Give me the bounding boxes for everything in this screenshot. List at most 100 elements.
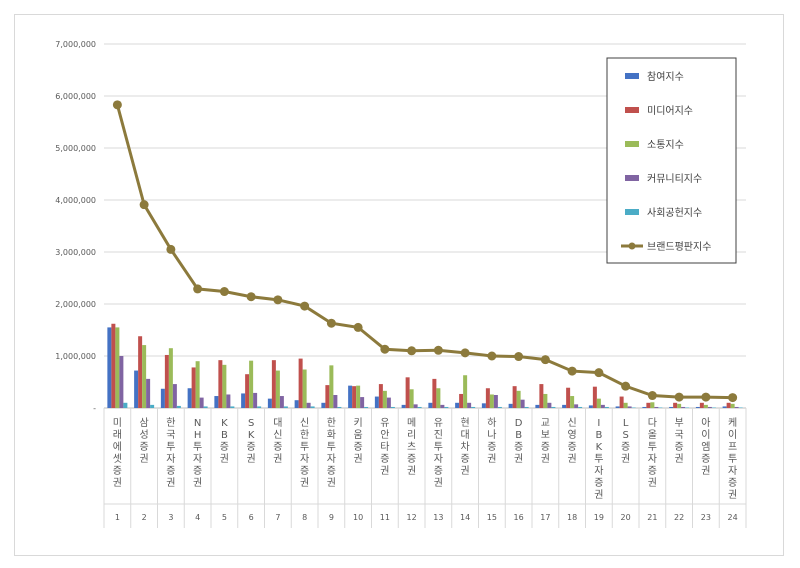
bar — [298, 358, 303, 408]
bar — [348, 385, 353, 408]
bar — [333, 395, 338, 408]
bar — [566, 387, 571, 408]
legend-swatch — [625, 107, 639, 113]
bar — [378, 384, 383, 408]
bar — [524, 406, 529, 408]
bar — [646, 402, 651, 408]
x-rank-label: 20 — [621, 513, 631, 522]
bar — [160, 388, 165, 408]
bar — [654, 406, 659, 408]
bar — [409, 389, 414, 408]
x-rank-label: 15 — [487, 513, 497, 522]
bar — [722, 406, 727, 408]
y-tick-label: 7,000,000 — [55, 40, 96, 49]
bar — [164, 354, 169, 408]
legend-swatch — [625, 209, 639, 215]
bar — [119, 356, 124, 408]
bar — [356, 385, 361, 408]
bar — [107, 327, 112, 408]
bar — [325, 385, 330, 408]
bar — [738, 407, 743, 408]
x-rank-label: 7 — [275, 513, 280, 522]
bar — [428, 402, 433, 408]
bar — [543, 393, 548, 408]
line-point — [621, 381, 631, 391]
bar — [471, 406, 476, 408]
bar — [703, 404, 708, 408]
bar — [337, 406, 342, 408]
line-point — [567, 366, 577, 376]
legend-swatch — [625, 175, 639, 181]
x-rank-label: 11 — [380, 513, 390, 522]
y-tick-label: 3,000,000 — [55, 248, 96, 257]
bar — [386, 397, 391, 408]
line-point — [701, 392, 711, 402]
y-tick-label: 4,000,000 — [55, 196, 96, 205]
bar — [115, 327, 120, 408]
line-point — [380, 344, 390, 354]
bar — [310, 406, 315, 408]
bar — [191, 367, 196, 408]
line-point — [166, 244, 176, 254]
bar — [535, 404, 540, 408]
x-rank-label: 2 — [142, 513, 147, 522]
line-point — [728, 393, 738, 403]
bar — [195, 361, 200, 408]
line-point — [273, 295, 283, 305]
bar — [726, 402, 731, 408]
bar — [111, 323, 116, 408]
x-rank-label: 18 — [567, 513, 577, 522]
line-point — [674, 392, 684, 402]
x-rank-label: 3 — [168, 513, 173, 522]
bar — [516, 390, 521, 408]
bar — [245, 374, 250, 408]
bar — [405, 377, 410, 408]
bar — [685, 407, 690, 408]
bar — [218, 360, 223, 408]
bar — [306, 402, 311, 408]
line-point — [112, 100, 122, 110]
y-tick-label: 5,000,000 — [55, 144, 96, 153]
x-rank-label: 13 — [433, 513, 443, 522]
bar — [302, 369, 307, 408]
bar — [730, 403, 735, 408]
bar — [271, 360, 276, 408]
line-point — [219, 287, 229, 297]
line-point — [353, 322, 363, 332]
line-point — [460, 348, 470, 358]
bar — [547, 402, 552, 408]
bar — [222, 364, 227, 408]
bar — [627, 406, 632, 408]
bar — [267, 398, 272, 408]
line-point — [246, 292, 256, 302]
line-point — [326, 318, 336, 328]
bar — [631, 407, 636, 408]
bar — [615, 406, 620, 408]
bar — [257, 406, 262, 408]
bar — [138, 336, 143, 408]
x-rank-label: 4 — [195, 513, 200, 522]
bar — [142, 345, 147, 408]
legend-swatch — [625, 73, 639, 79]
bar — [436, 388, 441, 408]
bar — [230, 406, 235, 408]
bar — [360, 397, 365, 408]
bar — [146, 378, 151, 408]
bar — [520, 399, 525, 408]
bar — [481, 403, 486, 408]
